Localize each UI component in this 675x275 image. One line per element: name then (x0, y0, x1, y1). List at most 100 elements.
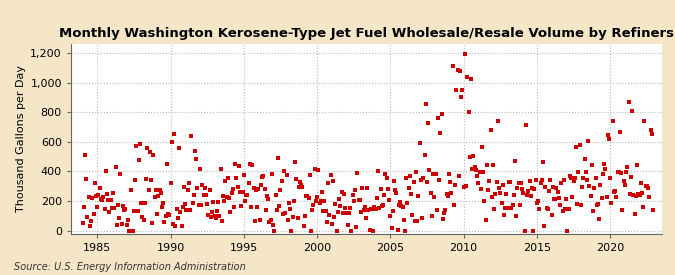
Point (179, 185, 190, 190)
Point (312, 194, 323, 199)
Point (617, 208, 628, 212)
Point (115, 172, 126, 176)
Point (612, 170, 623, 174)
Point (325, 173, 336, 177)
Point (539, 223, 549, 228)
Point (524, 178, 535, 183)
Point (84, 223, 95, 228)
Point (80, 153, 90, 157)
Point (288, 214, 298, 219)
Point (644, 194, 655, 199)
Point (422, 180, 433, 185)
Point (623, 100, 634, 104)
Point (468, 153, 479, 158)
Point (304, 172, 315, 177)
Point (491, 180, 502, 185)
Point (396, 204, 407, 208)
Point (176, 224, 187, 229)
Point (462, 75, 472, 79)
Point (385, 214, 396, 218)
Point (632, 163, 643, 167)
Point (489, 207, 500, 211)
Point (375, 187, 386, 192)
Point (136, 200, 146, 205)
Point (167, 222, 178, 227)
Point (256, 183, 267, 187)
Point (437, 216, 448, 221)
Point (398, 218, 409, 222)
Point (181, 208, 192, 212)
Point (122, 218, 133, 222)
Point (321, 219, 332, 224)
Point (131, 144, 142, 148)
Point (400, 229, 410, 233)
Point (178, 205, 188, 209)
Point (570, 175, 580, 180)
Point (348, 199, 359, 203)
Point (338, 211, 348, 215)
Point (120, 207, 131, 211)
Point (611, 194, 622, 199)
Point (381, 175, 392, 180)
Point (144, 150, 155, 155)
Point (493, 185, 504, 190)
Point (314, 200, 325, 205)
Point (514, 203, 525, 207)
Point (250, 188, 261, 192)
Point (628, 192, 639, 197)
Point (211, 216, 221, 220)
Point (101, 169, 111, 173)
Point (621, 170, 632, 174)
Point (128, 229, 138, 233)
Point (192, 186, 202, 190)
Point (180, 202, 190, 206)
Point (428, 172, 439, 176)
Point (294, 185, 304, 189)
Point (103, 198, 113, 203)
Point (138, 218, 149, 222)
Point (256, 175, 267, 180)
Point (434, 178, 445, 182)
Point (641, 184, 652, 188)
Point (380, 172, 391, 176)
Point (208, 200, 219, 204)
Point (614, 170, 624, 174)
Point (258, 174, 269, 178)
Point (406, 192, 416, 196)
Point (463, 110, 474, 114)
Point (153, 194, 164, 198)
Point (508, 193, 519, 197)
Point (368, 229, 379, 233)
Point (326, 222, 337, 226)
Point (95, 186, 105, 190)
Point (517, 187, 528, 191)
Point (496, 200, 507, 205)
Point (331, 229, 342, 233)
Point (451, 88, 462, 92)
Point (108, 191, 119, 195)
Point (87, 196, 98, 200)
Point (226, 191, 237, 196)
Point (395, 199, 406, 204)
Point (124, 229, 134, 233)
Point (254, 218, 265, 223)
Point (265, 218, 276, 222)
Point (563, 207, 574, 211)
Point (576, 185, 587, 189)
Point (126, 188, 137, 192)
Point (98, 195, 109, 199)
Point (412, 219, 423, 223)
Point (427, 214, 437, 219)
Point (585, 194, 596, 198)
Point (249, 218, 260, 223)
Point (640, 184, 651, 188)
Point (148, 153, 159, 158)
Point (165, 181, 176, 185)
Point (478, 170, 489, 174)
Point (158, 201, 169, 205)
Point (240, 199, 250, 203)
Point (502, 206, 513, 210)
Point (421, 102, 431, 106)
Point (252, 204, 263, 209)
Point (413, 193, 424, 198)
